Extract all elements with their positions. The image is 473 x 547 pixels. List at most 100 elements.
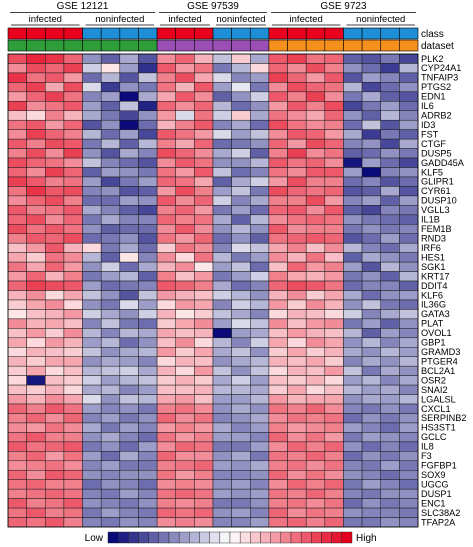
heatmap-cell xyxy=(7,413,27,424)
heatmap-cell xyxy=(7,195,27,206)
heatmap-cell xyxy=(82,422,102,433)
heatmap-cell xyxy=(250,309,270,320)
heatmap-cell xyxy=(231,242,251,253)
heatmap-cell xyxy=(287,337,307,348)
heatmap-cell xyxy=(100,460,121,471)
track-cell xyxy=(305,27,326,40)
heatmap-cell xyxy=(343,242,363,253)
heatmap-cell xyxy=(100,233,121,244)
heatmap-cell xyxy=(231,432,251,443)
heatmap-cell xyxy=(361,479,381,490)
heatmap-cell xyxy=(156,394,176,405)
heatmap-cell xyxy=(138,299,158,310)
track-cell xyxy=(324,39,344,52)
heatmap-cell xyxy=(250,422,270,433)
heatmap-cell xyxy=(399,488,419,499)
heatmap-cell xyxy=(250,375,270,386)
heatmap-cell xyxy=(156,356,176,367)
heatmap-cell xyxy=(175,224,195,234)
heatmap-cell xyxy=(250,176,270,187)
heatmap-cell xyxy=(361,72,381,83)
heatmap-cell xyxy=(45,479,65,490)
heatmap-cell xyxy=(156,451,176,462)
heatmap-cell xyxy=(156,63,176,74)
heatmap-cell xyxy=(399,290,419,301)
heatmap-cell xyxy=(287,422,307,433)
heatmap-cell xyxy=(45,441,65,452)
heatmap-cell xyxy=(268,517,288,528)
heatmap-cell xyxy=(380,91,400,102)
heatmap-cell xyxy=(100,176,121,187)
heatmap-cell xyxy=(45,101,65,112)
heatmap-cell xyxy=(268,422,288,433)
heatmap-cell xyxy=(82,195,102,206)
track-cell xyxy=(63,27,83,40)
heatmap-cell xyxy=(63,469,83,480)
heatmap-cell xyxy=(324,214,344,225)
heatmap-cell xyxy=(194,517,214,528)
heatmap-cell xyxy=(175,129,195,140)
heatmap-cell xyxy=(119,394,139,405)
heatmap-cell xyxy=(268,82,288,93)
heatmap-cell xyxy=(250,157,270,168)
heatmap-cell xyxy=(119,72,139,83)
heatmap-cell xyxy=(156,432,176,443)
heatmap-cell xyxy=(7,394,27,405)
heatmap-cell xyxy=(305,280,326,291)
heatmap-cell xyxy=(324,460,344,471)
heatmap-cell xyxy=(138,63,158,74)
heatmap-cell xyxy=(45,110,65,121)
heatmap-cell xyxy=(7,479,27,490)
heatmap-cell xyxy=(7,347,27,357)
heatmap-cell xyxy=(156,186,176,197)
heatmap-cell xyxy=(175,252,195,263)
heatmap-cell xyxy=(287,148,307,159)
heatmap-cell xyxy=(380,280,400,291)
heatmap-cell xyxy=(7,498,27,509)
heatmap-cell xyxy=(138,261,158,272)
heatmap-cell xyxy=(26,479,46,490)
heatmap-cell xyxy=(26,375,46,386)
heatmap-cell xyxy=(343,271,363,282)
heatmap-cell xyxy=(287,488,307,499)
heatmap-cell xyxy=(63,233,83,244)
heatmap-cell xyxy=(343,176,363,187)
heatmap-cell xyxy=(45,460,65,471)
heatmap-cell xyxy=(119,242,139,253)
heatmap-cell xyxy=(287,394,307,405)
heatmap-cell xyxy=(231,460,251,471)
heatmap-cell xyxy=(268,441,288,452)
heatmap-cell xyxy=(63,413,83,424)
heatmap-cell xyxy=(194,441,214,452)
heatmap-cell xyxy=(194,195,214,206)
heatmap-cell xyxy=(212,375,232,386)
heatmap-cell xyxy=(100,347,121,357)
heatmap-cell xyxy=(231,72,251,83)
condition-label: infected xyxy=(168,14,201,25)
heatmap-cell xyxy=(361,507,381,518)
heatmap-cell xyxy=(100,318,121,329)
heatmap-cell xyxy=(399,101,419,112)
heatmap-cell xyxy=(7,280,27,291)
heatmap-cell xyxy=(119,356,139,367)
track-cell xyxy=(194,39,214,52)
heatmap-cell xyxy=(100,119,121,130)
heatmap-cell xyxy=(26,451,46,462)
heatmap-cell xyxy=(175,261,195,272)
heatmap-cell xyxy=(305,271,326,282)
heatmap-cell xyxy=(361,129,381,140)
heatmap-cell xyxy=(343,517,363,528)
heatmap-cell xyxy=(119,157,139,168)
heatmap-cell xyxy=(156,488,176,499)
heatmap-cell xyxy=(250,432,270,443)
heatmap-cell xyxy=(156,422,176,433)
heatmap-cell xyxy=(100,129,121,140)
heatmap-cell xyxy=(305,365,326,376)
heatmap-cell xyxy=(324,413,344,424)
heatmap-cell xyxy=(175,422,195,433)
heatmap-cell xyxy=(287,195,307,206)
heatmap-cell xyxy=(82,498,102,509)
heatmap-cell xyxy=(305,441,326,452)
gene-label: HS3ST1 xyxy=(421,423,456,433)
